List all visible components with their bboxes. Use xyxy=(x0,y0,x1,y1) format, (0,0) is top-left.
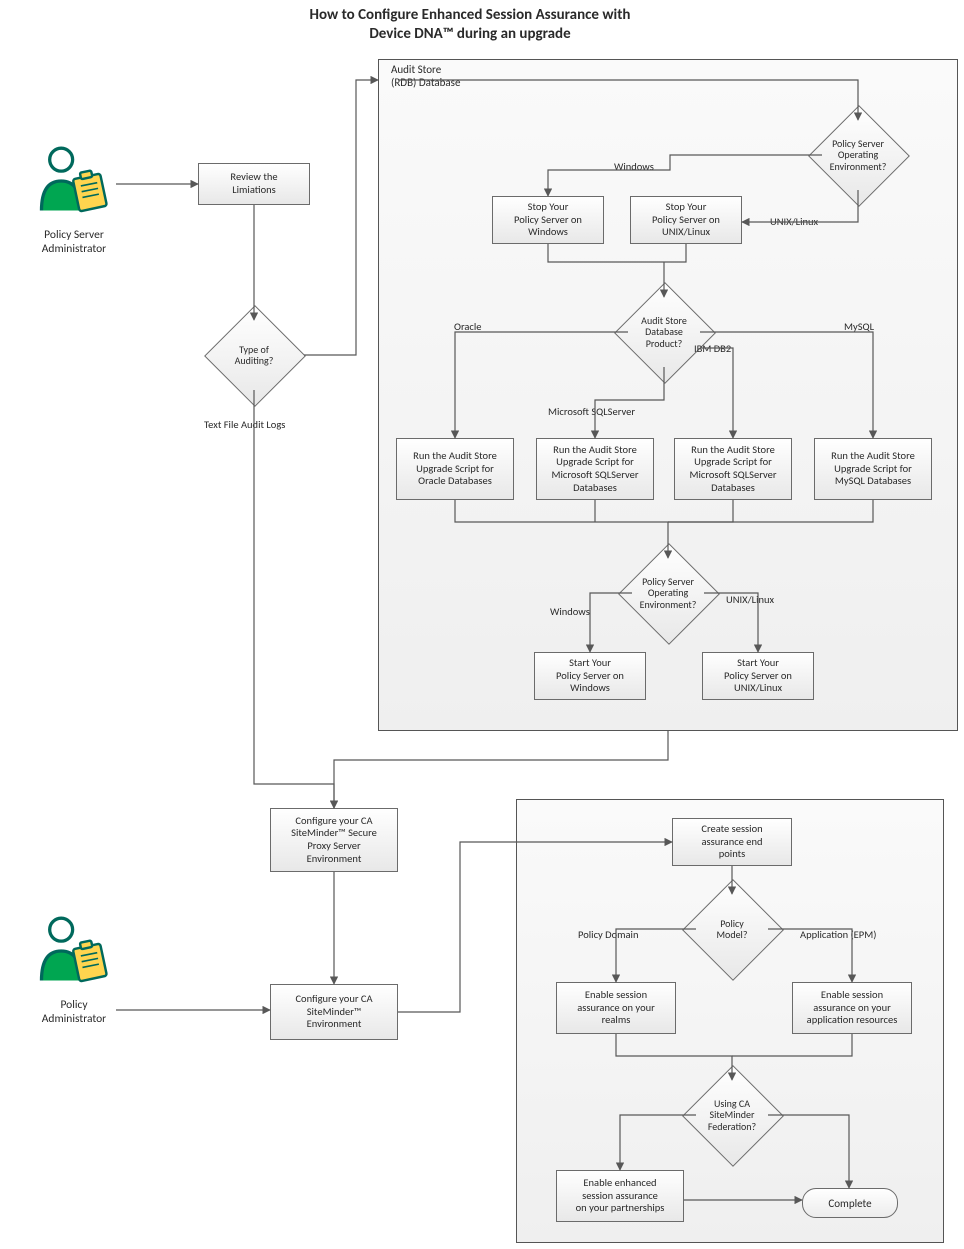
page-title: How to Configure Enhanced Session Assura… xyxy=(230,6,710,44)
using-federation-decision: Using CASiteMinderFederation? xyxy=(682,1080,782,1150)
create-endpoints-box: Create sessionassurance endpoints xyxy=(672,818,792,866)
enable-realms-box: Enable sessionassurance on yourrealms xyxy=(556,982,676,1034)
edge-unixlinux-2: UNIX/Linux xyxy=(726,593,774,606)
policy-admin-icon xyxy=(30,910,112,992)
run-oracle-box: Run the Audit StoreUpgrade Script forOra… xyxy=(396,438,514,500)
cfg-sps-box: Configure your CASiteMinder™ SecureProxy… xyxy=(270,808,398,872)
pso-env-1-decision: Policy ServerOperatingEnvironment? xyxy=(808,120,908,190)
cfg-sm-box: Configure your CASiteMinder™Environment xyxy=(270,984,398,1040)
policy-admin-label: PolicyAdministrator xyxy=(14,998,134,1026)
edge-windows-2: Windows xyxy=(550,605,590,618)
run-mssql2-box: Run the Audit StoreUpgrade Script forMic… xyxy=(674,438,792,500)
edge-mssql: Microsoft SQLServer xyxy=(548,405,635,418)
stop-unix-box: Stop YourPolicy Server onUNIX/Linux xyxy=(630,196,742,244)
stop-windows-box: Stop YourPolicy Server onWindows xyxy=(492,196,604,244)
run-mssql1-box: Run the Audit StoreUpgrade Script forMic… xyxy=(536,438,654,500)
edge-oracle: Oracle xyxy=(454,320,482,333)
edge-unixlinux-1: UNIX/Linux xyxy=(770,215,818,228)
review-limitations-box: Review theLimiations xyxy=(198,163,310,205)
policy-server-admin-label: Policy ServerAdministrator xyxy=(14,228,134,256)
edge-textfile: Text File Audit Logs xyxy=(204,418,285,431)
start-windows-box: Start YourPolicy Server onWindows xyxy=(534,652,646,700)
enable-app-resources-box: Enable sessionassurance on yourapplicati… xyxy=(792,982,912,1034)
type-of-auditing-decision: Type ofAuditing? xyxy=(204,320,304,390)
start-unix-box: Start YourPolicy Server onUNIX/Linux xyxy=(702,652,814,700)
edge-windows-1: Windows xyxy=(614,160,654,173)
policy-model-decision: PolicyModel? xyxy=(682,894,782,964)
edge-mysql: MySQL xyxy=(844,320,874,333)
edge-app-epm: Application (EPM) xyxy=(800,928,876,941)
run-mysql-box: Run the Audit StoreUpgrade Script forMyS… xyxy=(814,438,932,500)
db-product-decision: Audit StoreDatabaseProduct? xyxy=(614,297,714,367)
policy-server-admin-icon xyxy=(30,140,112,222)
edge-policy-domain: Policy Domain xyxy=(578,928,638,941)
pso-env-2-decision: Policy ServerOperatingEnvironment? xyxy=(618,558,718,628)
enable-partnerships-box: Enable enhancedsession assuranceon your … xyxy=(556,1170,684,1222)
complete-terminator: Complete xyxy=(802,1188,898,1218)
